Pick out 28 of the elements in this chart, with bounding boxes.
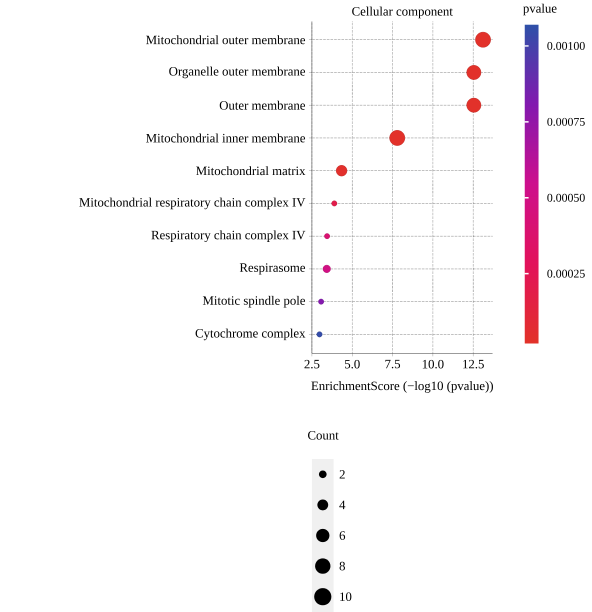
y-tick-label: Mitochondrial respiratory chain complex IV <box>79 198 306 210</box>
y-tick-label: Mitochondrial inner membrane <box>146 133 305 142</box>
y-tick-label: Outer membrane <box>220 100 305 110</box>
color-bar-label: 0.00025 <box>547 270 585 278</box>
legend-label: 8 <box>339 562 345 570</box>
y-tick-label: Respiratory chain complex IV <box>151 230 306 242</box>
y-tick-label: Cytochrome complex <box>195 328 306 340</box>
legend-label: 6 <box>340 531 345 540</box>
x-tick-label: 5.0 <box>344 360 360 369</box>
legend-title: Count <box>308 431 339 440</box>
legend-label: 4 <box>339 500 346 510</box>
color-bar-label: 0.00075 <box>547 118 585 126</box>
legend-label: 2 <box>340 470 345 479</box>
x-tick-label: 10.0 <box>422 360 444 369</box>
x-tick-label: 12.5 <box>463 360 484 368</box>
x-tick-label: 7.5 <box>385 360 400 368</box>
color-bar-label: 0.00050 <box>547 194 585 202</box>
y-tick-label: Mitochondrial matrix <box>196 166 306 176</box>
color-bar-title: pvalue <box>522 4 556 16</box>
y-tick-label: Mitotic spindle pole <box>202 296 305 308</box>
y-tick-label: Organelle outer membrane <box>169 66 305 78</box>
y-tick-label: Respirasome <box>240 263 305 274</box>
y-tick-label: Mitochondrial outer membrane <box>146 35 305 44</box>
chart-title: Cellular component <box>352 6 453 18</box>
legend-label: 10 <box>340 592 352 602</box>
color-bar-label: 0.00100 <box>547 42 585 50</box>
x-axis-title: EnrichmentScore (−log10 (pvalue)) <box>311 381 493 393</box>
x-tick-label: 2.5 <box>304 360 320 368</box>
